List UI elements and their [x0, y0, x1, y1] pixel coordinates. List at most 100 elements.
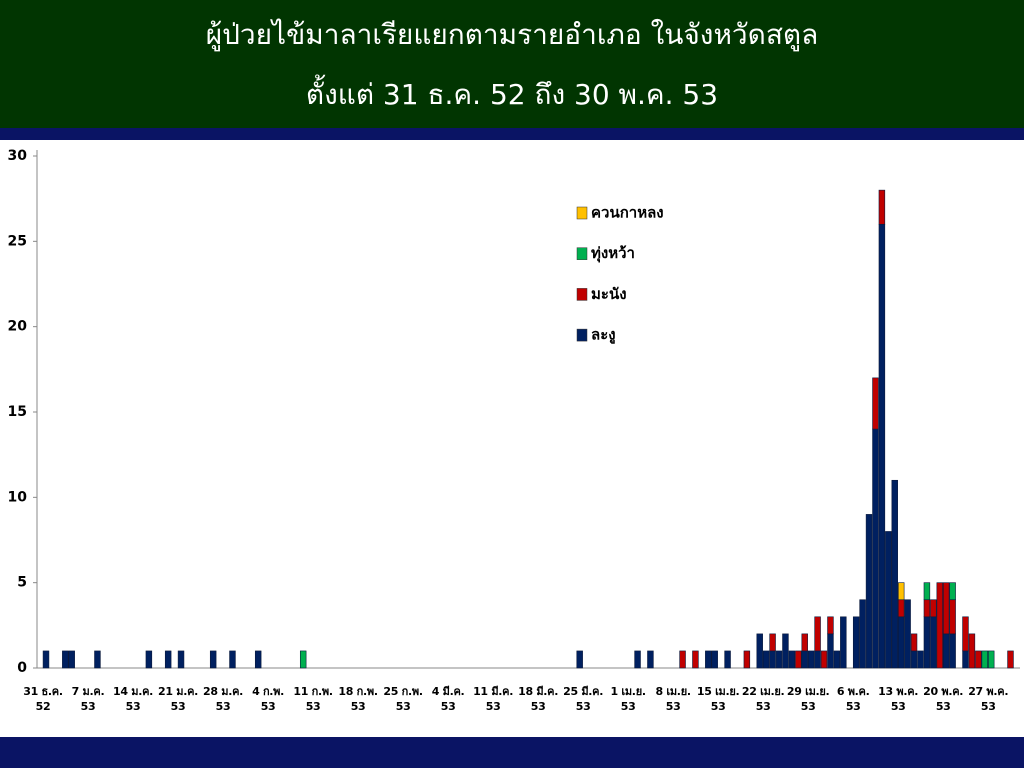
bar-segment [897, 582, 905, 601]
bar-segment [145, 650, 153, 669]
bar-segment [679, 650, 686, 669]
bar-segment [923, 616, 931, 669]
x-tick-label: 27 พ.ค. 53 [968, 685, 1009, 713]
bar-segment [762, 650, 770, 669]
y-tick-label: 15 [8, 404, 27, 420]
x-tick-label: 6 พ.ค. 53 [836, 685, 870, 713]
bar-segment [840, 616, 847, 669]
bar-segment [692, 650, 699, 669]
bar-segment [949, 582, 956, 601]
x-tick-label: 18 ก.พ. 53 [338, 685, 378, 713]
bar-segment [177, 650, 185, 669]
y-tick-label: 10 [8, 489, 28, 505]
bar-segment [949, 599, 956, 635]
bar-segment [756, 633, 763, 669]
bar-segment [878, 189, 886, 225]
bar-segment [942, 582, 950, 635]
legend-label: ละงู [591, 326, 616, 345]
bar-segment [942, 633, 950, 669]
y-tick-label: 0 [17, 660, 27, 676]
bar-segment [68, 650, 75, 669]
bar-segment [299, 650, 307, 669]
legend-swatch [576, 206, 588, 220]
bar-segment [647, 650, 654, 669]
footer-band [0, 737, 1024, 768]
x-tick-label: 15 เม.ย. 53 [696, 685, 740, 713]
chart-subtitle: ตั้งแต่ 31 ธ.ค. 52 ถึง 30 พ.ค. 53 [306, 74, 718, 111]
header-band [0, 0, 1024, 128]
y-tick-label: 30 [8, 148, 28, 164]
x-tick-label: 18 มี.ค. 53 [518, 685, 559, 713]
chart-title: ผู้ป่วยไข้มาลาเรียแยกตามรายอำเภอ ในจังหว… [206, 18, 819, 52]
bar-segment [801, 633, 808, 652]
x-tick-label: 11 มี.ค. 53 [473, 685, 514, 713]
bar-segment [814, 650, 821, 669]
bar-segment [833, 650, 841, 669]
bar-segment [852, 616, 860, 669]
bar-segment [923, 599, 931, 618]
bar-segment [743, 650, 751, 669]
bar-segment [910, 650, 918, 669]
bar-segment [820, 650, 828, 669]
bar-segment [872, 428, 879, 669]
bar-segment [968, 633, 976, 669]
bar-segment [904, 599, 911, 669]
bar-segment [705, 650, 712, 669]
bar-segment [936, 582, 943, 669]
bar-segment [769, 650, 776, 669]
x-tick-label: 7 ม.ค. 53 [71, 685, 105, 713]
legend-swatch [576, 247, 588, 260]
bar-segment [634, 650, 641, 669]
bar-segment [827, 633, 834, 669]
bar-segment [962, 650, 969, 669]
x-tick-label: 4 มี.ค. 53 [431, 685, 465, 713]
bar-segment [949, 633, 956, 669]
legend-label: มะนัง [591, 285, 627, 303]
bar-segment [891, 479, 898, 669]
bar-segment [872, 377, 879, 430]
bar-segment [987, 650, 995, 669]
y-tick-label: 5 [17, 575, 27, 591]
legend-label: ทุ่งหว้า [591, 244, 635, 263]
x-tick-label: 22 เม.ย. 53 [741, 685, 785, 713]
y-tick-label: 25 [8, 233, 27, 249]
y-tick-label: 20 [8, 319, 28, 335]
bar-segment [897, 599, 905, 618]
x-tick-label: 4 ก.พ. 53 [252, 685, 285, 713]
bar-segment [769, 633, 776, 652]
x-tick-label: 21 ม.ค. 53 [158, 685, 199, 713]
bar-segment [724, 650, 731, 669]
bar-segment [94, 650, 101, 669]
bar-segment [930, 599, 937, 618]
x-tick-label: 28 ม.ค. 53 [203, 685, 244, 713]
bar-segment [795, 650, 802, 669]
x-tick-label: 11 ก.พ. 53 [293, 685, 333, 713]
bar-segment [254, 650, 262, 669]
bar-segment [775, 650, 783, 669]
legend-label: ควนกาหลง [591, 204, 664, 222]
bar-segment [711, 650, 718, 669]
bar-segment [807, 650, 815, 669]
x-tick-label: 14 ม.ค. 53 [113, 685, 154, 713]
bar-segment [930, 616, 937, 669]
x-tick-label: 13 พ.ค. 53 [878, 685, 919, 713]
bar-segment [981, 650, 988, 669]
bar-segment [1007, 650, 1014, 669]
bar-segment [917, 650, 924, 669]
bar-segment [910, 633, 918, 652]
bar-segment [885, 531, 892, 669]
bar-segment [814, 616, 821, 652]
bar-segment [576, 650, 583, 669]
bar-segment [859, 599, 866, 669]
bar-segment [897, 616, 905, 669]
x-tick-label: 25 มี.ค. 53 [563, 685, 604, 713]
header-stripe [0, 128, 1024, 140]
legend-swatch [576, 288, 588, 301]
bar-segment [782, 633, 789, 669]
bar-segment [975, 650, 982, 669]
x-tick-label: 29 เม.ย. 53 [786, 685, 830, 713]
legend-swatch [576, 328, 588, 342]
x-tick-label: 20 พ.ค. 53 [923, 685, 964, 713]
